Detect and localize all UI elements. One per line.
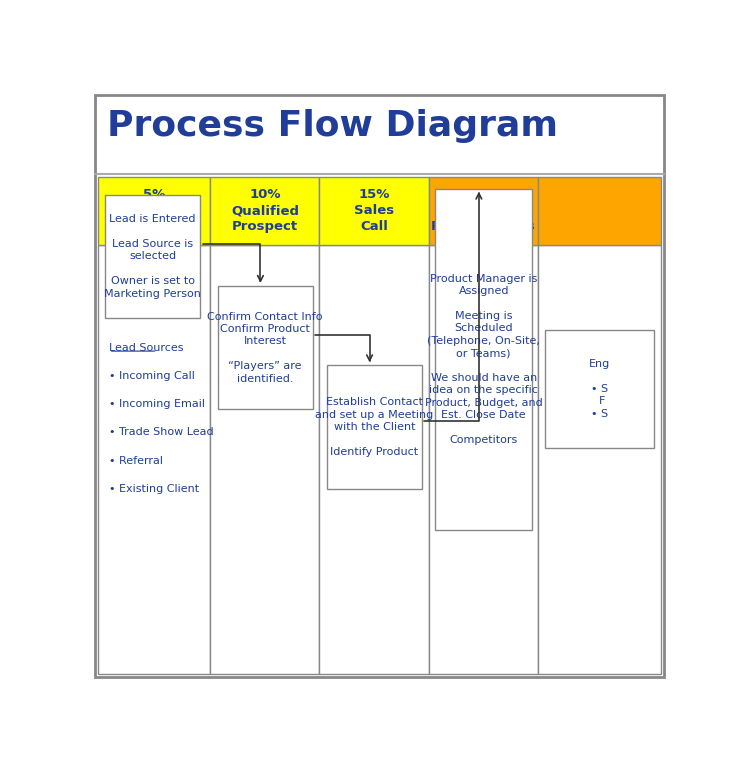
Text: • Trade Show Lead: • Trade Show Lead xyxy=(109,427,213,437)
Text: Product Manager is
Assigned

Meeting is
Scheduled
(Telephone, On-Site,
or Teams): Product Manager is Assigned Meeting is S… xyxy=(425,274,542,445)
Text: • Referral: • Referral xyxy=(109,455,163,465)
Text: Confirm Contact Info
Confirm Product
Interest

“Players” are
identified.: Confirm Contact Info Confirm Product Int… xyxy=(207,312,323,384)
Text: Eng

• S
  F
• S: Eng • S F • S xyxy=(588,359,610,419)
FancyBboxPatch shape xyxy=(210,244,319,674)
FancyBboxPatch shape xyxy=(545,330,654,448)
FancyBboxPatch shape xyxy=(218,286,313,410)
FancyBboxPatch shape xyxy=(319,244,428,674)
Text: • Incoming Email: • Incoming Email xyxy=(109,399,205,409)
Text: Process Flow Diagram: Process Flow Diagram xyxy=(107,109,558,144)
FancyBboxPatch shape xyxy=(538,244,661,674)
FancyBboxPatch shape xyxy=(428,177,538,244)
Text: 5%
New
Prospect: 5% New Prospect xyxy=(122,188,187,233)
Text: Lead is Entered

Lead Source is
selected

Owner is set to
Marketing Person: Lead is Entered Lead Source is selected … xyxy=(104,214,201,299)
FancyBboxPatch shape xyxy=(538,177,661,244)
FancyBboxPatch shape xyxy=(327,365,422,489)
FancyBboxPatch shape xyxy=(105,195,200,318)
FancyBboxPatch shape xyxy=(96,95,664,677)
FancyBboxPatch shape xyxy=(210,177,319,244)
Text: • Incoming Call: • Incoming Call xyxy=(109,371,195,380)
Text: 10%
Qualified
Prospect: 10% Qualified Prospect xyxy=(231,188,299,233)
FancyBboxPatch shape xyxy=(436,189,532,530)
FancyBboxPatch shape xyxy=(99,177,210,244)
Text: Lead Sources: Lead Sources xyxy=(109,342,183,352)
FancyBboxPatch shape xyxy=(428,244,538,674)
FancyBboxPatch shape xyxy=(99,244,210,674)
FancyBboxPatch shape xyxy=(319,177,428,244)
Text: • Existing Client: • Existing Client xyxy=(109,484,199,494)
Text: 20%
Qualify
Requirements: 20% Qualify Requirements xyxy=(431,188,536,233)
Text: 15%
Sales
Call: 15% Sales Call xyxy=(354,188,394,233)
Text: Establish Contact
and set up a Meeting
with the Client

Identify Product: Establish Contact and set up a Meeting w… xyxy=(315,397,433,457)
